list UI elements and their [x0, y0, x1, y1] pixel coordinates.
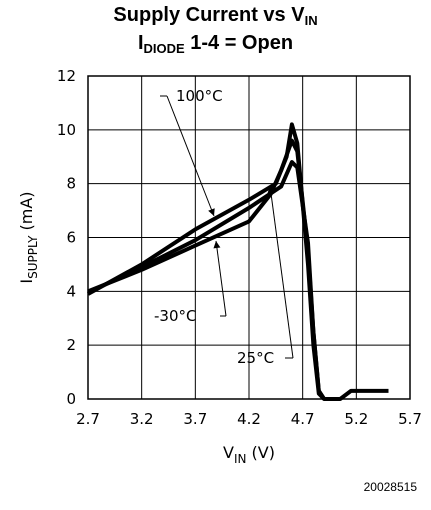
y-tick-label: 8	[66, 175, 76, 193]
grid	[88, 76, 410, 399]
plot-frame	[87, 75, 411, 400]
x-tick-labels: 2.7 3.2 3.7 4.2 4.7 5.2 5.7	[76, 410, 422, 428]
figure-id: 20028515	[363, 480, 417, 494]
annotation-label: -30°C	[154, 307, 196, 325]
annotation-arrowhead	[208, 208, 215, 216]
x-tick-label: 5.2	[344, 410, 368, 428]
x-tick-label: 3.7	[183, 410, 207, 428]
annotation-arrowhead	[213, 241, 221, 249]
series-line	[87, 122, 389, 401]
annotation-leader	[215, 240, 227, 317]
y-tick-label: 10	[57, 121, 76, 139]
y-tick-label: 2	[66, 336, 76, 354]
x-tick-label: 4.7	[291, 410, 315, 428]
chart-subtitle: IDIODE 1-4 = Open	[137, 32, 294, 56]
x-tick-label: 4.2	[237, 410, 261, 428]
x-tick-label: 5.7	[398, 410, 422, 428]
annotation-leader	[269, 185, 294, 359]
chart-title: Supply Current vs VIN	[113, 4, 318, 28]
y-tick-labels: 0 2 4 6 8 10 12	[57, 67, 76, 408]
annotation-label: 100°C	[176, 87, 223, 105]
annotations: 100°C -30°C 25°C	[154, 87, 294, 367]
annotation-arrowhead	[267, 186, 275, 194]
y-tick-label: 12	[57, 67, 76, 85]
y-tick-label: 4	[66, 282, 76, 300]
x-tick-label: 2.7	[76, 410, 100, 428]
y-tick-label: 6	[66, 229, 76, 247]
x-tick-label: 3.2	[130, 410, 154, 428]
y-tick-label: 0	[66, 390, 76, 408]
y-axis-label: ISUPPLY (mA)	[17, 191, 40, 283]
series-lines	[87, 122, 389, 401]
annotation-label: 25°C	[237, 349, 274, 367]
annotation-leader	[166, 95, 215, 217]
x-axis-label: VIN (V)	[223, 443, 275, 466]
series-line	[87, 160, 326, 401]
series-line	[87, 138, 326, 401]
